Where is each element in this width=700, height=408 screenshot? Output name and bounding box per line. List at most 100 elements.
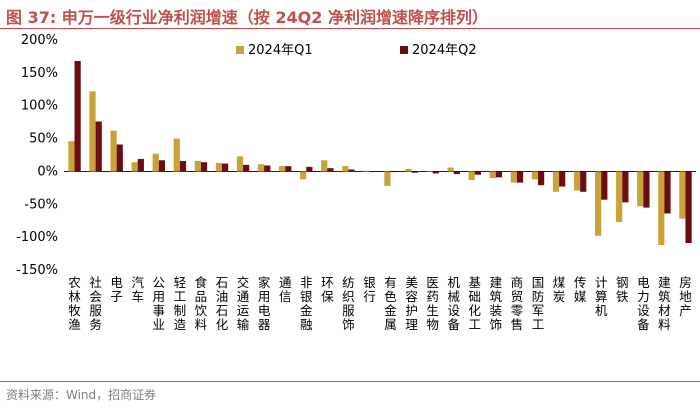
bar-2024q2 bbox=[158, 160, 165, 172]
bar-2024q2 bbox=[516, 171, 524, 183]
bar-2024q2 bbox=[432, 171, 439, 174]
bar-2024q1 bbox=[279, 166, 286, 172]
x-tick-label: 建筑材料 bbox=[658, 275, 671, 332]
x-tick-label: 家用电器 bbox=[258, 275, 271, 332]
footer-divider bbox=[0, 381, 700, 382]
x-tick-label: 钢铁 bbox=[616, 275, 629, 304]
y-tick-label: -100% bbox=[16, 230, 58, 245]
bar-2024q2 bbox=[222, 163, 229, 172]
bar-2024q1 bbox=[510, 171, 517, 183]
bar-2024q2 bbox=[348, 169, 355, 172]
source-note: 资料来源：Wind，招商证券 bbox=[6, 388, 157, 402]
y-tick-label: 50% bbox=[29, 132, 58, 147]
bar-2024q1 bbox=[342, 166, 349, 172]
bar-2024q1 bbox=[531, 171, 538, 180]
bar-2024q2 bbox=[390, 171, 397, 173]
bar-2024q1 bbox=[173, 138, 180, 172]
bar-2024q2 bbox=[369, 171, 376, 173]
bar-2024q2 bbox=[264, 165, 271, 172]
bar-2024q2 bbox=[200, 162, 208, 172]
y-tick-label: 100% bbox=[21, 99, 58, 114]
legend-label-q2: 2024年Q2 bbox=[412, 43, 477, 58]
x-tick-label: 机械设备 bbox=[447, 275, 460, 332]
legend: 2024年Q1 2024年Q2 bbox=[236, 43, 477, 58]
bar-2024q1 bbox=[194, 160, 201, 172]
bar-2024q2 bbox=[95, 121, 102, 172]
bar-2024q2 bbox=[306, 166, 313, 172]
bar-2024q2 bbox=[643, 171, 650, 208]
y-tick-label: 0% bbox=[37, 164, 58, 179]
x-tick-label: 汽车 bbox=[131, 275, 144, 304]
y-tick-label: 200% bbox=[21, 33, 58, 48]
bar-2024q1 bbox=[68, 141, 75, 172]
x-tick-label: 有色金属 bbox=[384, 275, 397, 332]
bar-2024q1 bbox=[257, 164, 265, 172]
bar-2024q2 bbox=[285, 166, 292, 172]
bar-2024q1 bbox=[637, 171, 644, 207]
figure-title: 图 37: 申万一级行业净利润增速（按 24Q2 净利润增速降序排列） bbox=[6, 8, 488, 27]
bar-2024q1 bbox=[236, 156, 244, 172]
bar-2024q1 bbox=[215, 162, 222, 172]
x-tick-label: 商贸零售 bbox=[511, 275, 524, 332]
x-tick-label: 基础化工 bbox=[469, 275, 482, 332]
bar-2024q1 bbox=[131, 162, 138, 172]
bar-2024q1 bbox=[658, 171, 665, 246]
x-tick-label: 医药生物 bbox=[426, 275, 439, 332]
bar-2024q2 bbox=[453, 171, 460, 175]
x-tick-label: 房地产 bbox=[679, 275, 692, 318]
bar-2024q2 bbox=[474, 171, 481, 175]
x-tick-label: 食品饮料 bbox=[195, 275, 208, 332]
x-tick-label: 计算机 bbox=[595, 275, 608, 318]
bar-series bbox=[68, 61, 692, 246]
bar-2024q1 bbox=[426, 171, 433, 173]
bar-2024q1 bbox=[552, 171, 560, 192]
bar-2024q1 bbox=[110, 130, 117, 172]
bar-2024q2 bbox=[559, 171, 566, 187]
y-axis: -150% -100% -50% 0% 50% 100% 150% 200% bbox=[16, 33, 696, 278]
title-divider bbox=[0, 28, 700, 29]
y-tick-label: -150% bbox=[16, 263, 58, 278]
bar-2024q2 bbox=[411, 171, 418, 173]
bar-2024q1 bbox=[595, 171, 602, 236]
bar-2024q1 bbox=[405, 168, 412, 172]
x-tick-label: 公用事业 bbox=[153, 275, 166, 332]
bar-2024q2 bbox=[116, 144, 123, 172]
bar-2024q1 bbox=[447, 167, 454, 172]
x-tick-label: 社会服务 bbox=[89, 275, 102, 332]
bar-2024q1 bbox=[468, 171, 475, 180]
x-tick-label: 煤炭 bbox=[553, 275, 566, 304]
x-tick-label: 传媒 bbox=[574, 275, 587, 304]
x-tick-label: 农林牧渔 bbox=[68, 275, 81, 332]
legend-label-q1: 2024年Q1 bbox=[248, 43, 313, 58]
bar-chart: -150% -100% -50% 0% 50% 100% 150% 200% 农林牧渔社会服务… bbox=[16, 33, 696, 332]
bar-2024q1 bbox=[679, 171, 686, 219]
bar-2024q2 bbox=[74, 61, 81, 172]
bar-2024q2 bbox=[495, 171, 503, 178]
bar-2024q1 bbox=[321, 160, 328, 172]
bar-2024q2 bbox=[580, 171, 587, 192]
x-tick-label: 非银金融 bbox=[300, 275, 313, 332]
y-tick-label: -50% bbox=[24, 197, 58, 212]
x-tick-label: 建筑装饰 bbox=[490, 275, 503, 332]
legend-swatch-q1 bbox=[236, 46, 244, 54]
x-tick-label: 国防军工 bbox=[532, 275, 545, 332]
x-tick-label: 电力设备 bbox=[637, 275, 650, 332]
bar-2024q1 bbox=[300, 171, 307, 180]
x-tick-label: 纺织服饰 bbox=[342, 275, 355, 332]
bar-2024q2 bbox=[327, 168, 334, 172]
legend-swatch-q2 bbox=[400, 46, 408, 54]
bar-2024q2 bbox=[685, 171, 692, 244]
bar-2024q1 bbox=[573, 171, 581, 191]
x-tick-label: 环保 bbox=[321, 275, 334, 304]
bar-2024q2 bbox=[601, 171, 608, 200]
bar-2024q2 bbox=[137, 158, 144, 172]
x-tick-label: 轻工制造 bbox=[174, 275, 187, 332]
bar-2024q2 bbox=[622, 171, 629, 203]
x-tick-label: 电子 bbox=[110, 275, 123, 304]
y-tick-label: 150% bbox=[21, 66, 58, 81]
bar-2024q2 bbox=[179, 160, 187, 172]
bar-2024q2 bbox=[664, 171, 671, 214]
x-tick-label: 石油石化 bbox=[216, 275, 229, 332]
bar-2024q2 bbox=[243, 164, 250, 172]
x-tick-label: 银行 bbox=[363, 275, 376, 304]
